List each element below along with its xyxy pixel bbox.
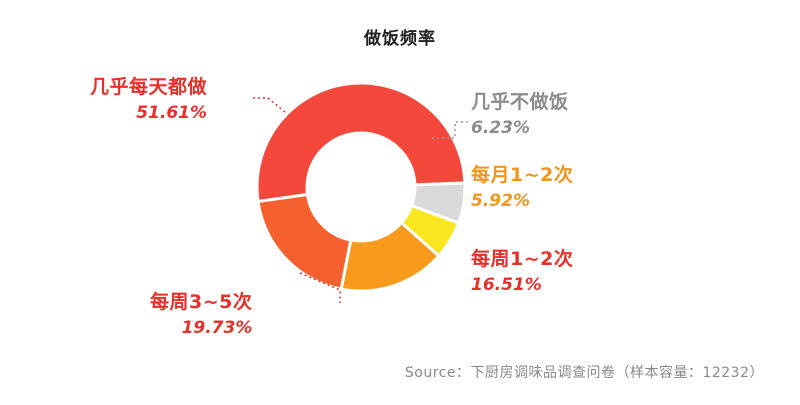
label-daily-name: 几乎每天都做 (90, 76, 208, 98)
label-never-name: 几乎不做饭 (471, 91, 569, 113)
label-monthly-name: 每月1~2次 (471, 164, 574, 186)
label-weekly-1-2-value: 16.51% (471, 275, 542, 295)
leader-daily (253, 97, 286, 113)
source-note: Source：下厨房调味品调查问卷（样本容量：12232） (404, 365, 764, 381)
label-daily: 几乎每天都做 51.61% (90, 72, 207, 123)
label-weekly-3-5-name: 每周3~5次 (150, 291, 253, 313)
chart-title: 做饭频率 (364, 29, 436, 49)
label-weekly-1-2: 每周1~2次 16.51% (471, 244, 573, 295)
slice-weekly-3-5 (256, 192, 353, 291)
label-weekly-3-5-value: 19.73% (181, 318, 253, 338)
label-never-value: 6.23% (471, 118, 530, 138)
label-weekly-1-2-name: 每周1~2次 (471, 248, 574, 270)
label-monthly-value: 5.92% (471, 191, 530, 211)
label-never: 几乎不做饭 6.23% (471, 87, 569, 138)
label-weekly-3-5: 每周3~5次 19.73% (150, 287, 252, 338)
label-daily-value: 51.61% (136, 103, 208, 123)
label-monthly: 每月1~2次 5.92% (471, 160, 573, 211)
leader-never (432, 121, 468, 139)
slice-daily (255, 81, 467, 204)
